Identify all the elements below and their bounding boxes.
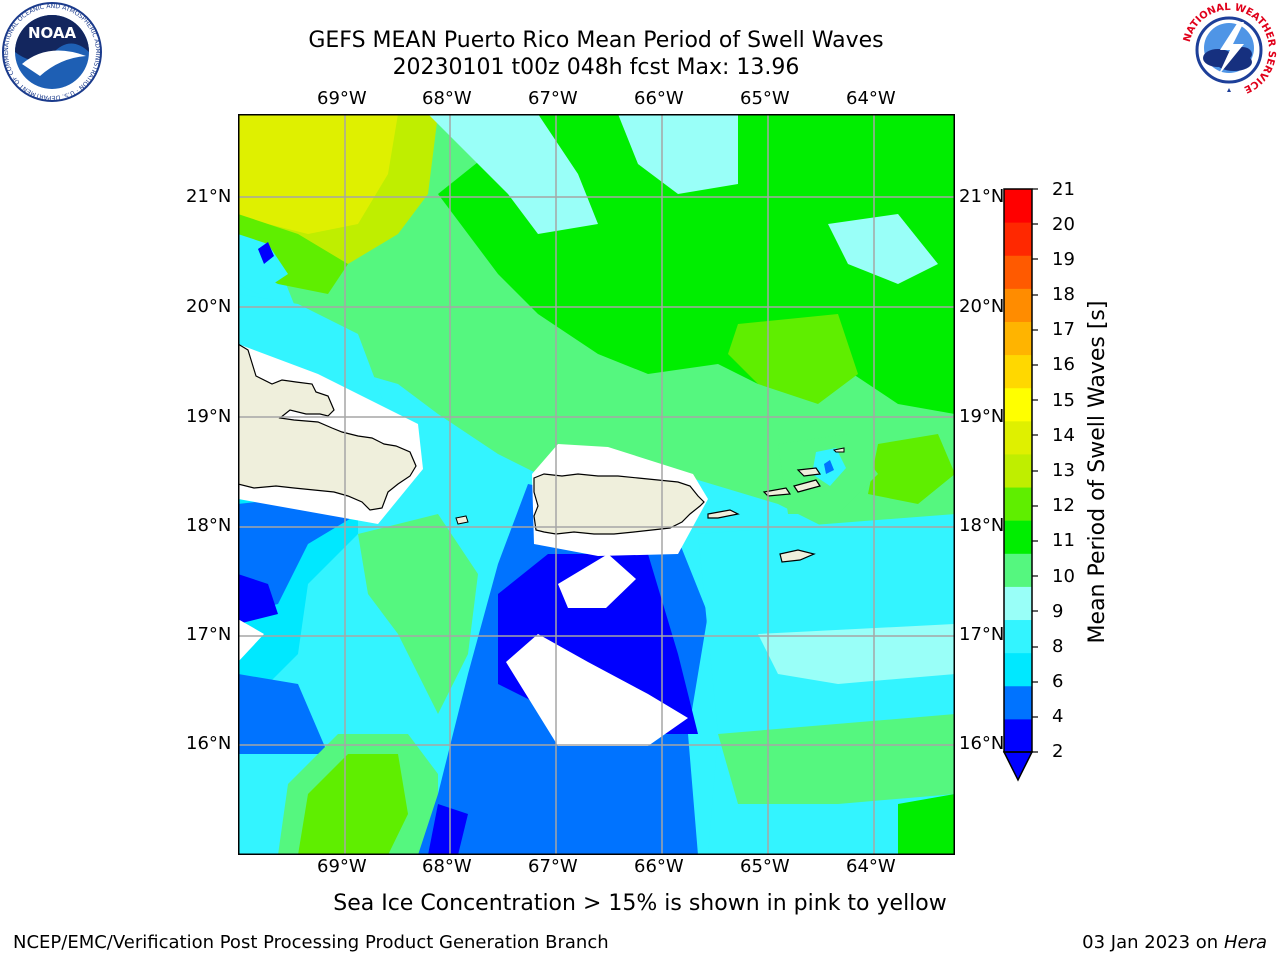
- land-hispaniola: [239, 343, 417, 511]
- sea-ice-note: Sea Ice Concentration > 15% is shown in …: [333, 891, 947, 916]
- colorbar-tick-label: 4: [1052, 706, 1064, 727]
- colorbar-cells: [1004, 189, 1032, 753]
- land-virgin-islands: [707, 467, 822, 563]
- mask-south-1: [558, 554, 636, 608]
- colorbar-cell: [1004, 685, 1032, 720]
- field-11-12-north: [728, 314, 858, 404]
- lon-label-top: 68°W: [422, 88, 472, 109]
- field-2-4-ne-island: [824, 460, 834, 474]
- mask-south-2: [506, 634, 688, 746]
- field-6-8-nw-blob: [239, 234, 288, 294]
- field-13-14-nw: [239, 115, 398, 234]
- lon-label-bottom: 68°W: [422, 856, 472, 877]
- colorbar-extend-arrow: [1002, 751, 1034, 782]
- lat-label-right: 17°N: [959, 624, 1005, 645]
- noaa-logo-icon: NATIONAL OCEANIC AND ATMOSPHERIC ADMINIS…: [0, 2, 102, 102]
- field-9-10-se: [718, 714, 954, 804]
- lat-label-left: 20°N: [186, 296, 232, 317]
- noaa-text: NOAA: [28, 24, 77, 42]
- field-2-4-west-lower: [239, 674, 328, 754]
- colorbar-tick-label: 14: [1052, 425, 1075, 446]
- swell-period-map: [238, 114, 955, 855]
- colorbar-cell: [1004, 255, 1032, 289]
- field-2-4-nw-dot: [258, 242, 274, 264]
- colorbar-cell: [1004, 718, 1032, 753]
- lat-label-left: 18°N: [186, 515, 232, 536]
- colorbar-cell: [1004, 487, 1032, 521]
- colorbar-cell: [1004, 619, 1032, 654]
- colorbar-label: Mean Period of Swell Waves [s]: [1085, 300, 1110, 644]
- field-8-9-east: [758, 624, 954, 684]
- lat-label-right: 20°N: [959, 296, 1005, 317]
- lon-label-top: 64°W: [846, 88, 896, 109]
- field-10-11-se: [898, 794, 954, 854]
- field-9-10-central: [358, 514, 478, 714]
- field-8-9-ne: [828, 214, 938, 284]
- colorbar-cell: [1004, 420, 1032, 455]
- lat-label-left: 19°N: [186, 406, 232, 427]
- field-11-12-east: [868, 434, 954, 504]
- colorbar-tick-label: 16: [1052, 354, 1075, 375]
- colorbar-tick-label: 20: [1052, 214, 1075, 235]
- lat-label-right: 21°N: [959, 186, 1005, 207]
- colorbar-tick-label: 15: [1052, 390, 1075, 411]
- lon-label-bottom: 69°W: [317, 856, 367, 877]
- colorbar-cell: [1004, 586, 1032, 621]
- colorbar: [1002, 188, 1038, 782]
- colorbar-cell: [1004, 321, 1032, 356]
- field-lt2-sw: [239, 574, 278, 624]
- colorbar-tick-label: 6: [1052, 671, 1064, 692]
- colorbar-cell: [1004, 354, 1032, 389]
- lon-label-top: 69°W: [317, 88, 367, 109]
- colorbar-cell: [1004, 222, 1032, 256]
- colorbar-tick-label: 8: [1052, 636, 1064, 657]
- lat-label-left: 16°N: [186, 733, 232, 754]
- host-text: Hera: [1223, 932, 1267, 953]
- credit-text: NCEP/EMC/Verification Post Processing Pr…: [13, 932, 609, 953]
- lon-label-top: 67°W: [528, 88, 578, 109]
- colorbar-tick-label: 9: [1052, 601, 1064, 622]
- date-stamp: 03 Jan 2023 on Hera: [1082, 932, 1267, 954]
- map-subtitle: 20230101 t00z 048h fcst Max: 13.96: [392, 55, 800, 80]
- colorbar-cell: [1004, 553, 1032, 587]
- colorbar-tick-label: 21: [1052, 179, 1075, 200]
- colorbar-cell: [1004, 520, 1032, 554]
- nws-logo-icon: NATIONAL WEATHER SERVICE: [1181, 2, 1277, 98]
- colorbar-tick-label: 10: [1052, 566, 1075, 587]
- map-title: GEFS MEAN Puerto Rico Mean Period of Swe…: [308, 28, 884, 53]
- lon-label-bottom: 67°W: [528, 856, 578, 877]
- field-10-12-sw: [298, 754, 408, 854]
- field-8-9-streak-east: [618, 115, 738, 194]
- lat-label-right: 18°N: [959, 515, 1005, 536]
- lat-label-right: 16°N: [959, 733, 1005, 754]
- field-2-4-sw: [239, 494, 358, 614]
- colorbar-tick-label: 12: [1052, 495, 1075, 516]
- lat-label-left: 17°N: [186, 624, 232, 645]
- date-text: 03 Jan 2023 on: [1082, 932, 1224, 953]
- lon-label-top: 65°W: [740, 88, 790, 109]
- map-gridlines: [238, 114, 955, 855]
- field-lt2-south: [428, 804, 468, 854]
- land-mona: [455, 447, 845, 525]
- lon-label-bottom: 64°W: [846, 856, 896, 877]
- colorbar-ticks: [1032, 188, 1038, 753]
- lon-label-bottom: 66°W: [634, 856, 684, 877]
- colorbar-cell: [1004, 189, 1032, 223]
- colorbar-tick-label: 17: [1052, 319, 1075, 340]
- lon-label-bottom: 65°W: [740, 856, 790, 877]
- colorbar-tick-label: 2: [1052, 741, 1064, 762]
- mask-west-edge: [239, 619, 264, 661]
- colorbar-tick-label: 18: [1052, 284, 1075, 305]
- lat-label-right: 19°N: [959, 406, 1005, 427]
- lat-label-left: 21°N: [186, 186, 232, 207]
- colorbar-tick-label: 19: [1052, 249, 1075, 270]
- colorbar-cell: [1004, 288, 1032, 322]
- colorbar-tick-label: 11: [1052, 530, 1075, 551]
- map-frame: [238, 114, 955, 855]
- colorbar-tick-label: 13: [1052, 460, 1075, 481]
- colorbar-cell: [1004, 652, 1032, 687]
- lon-label-top: 66°W: [634, 88, 684, 109]
- colorbar-cell: [1004, 453, 1032, 488]
- colorbar-cell: [1004, 387, 1032, 422]
